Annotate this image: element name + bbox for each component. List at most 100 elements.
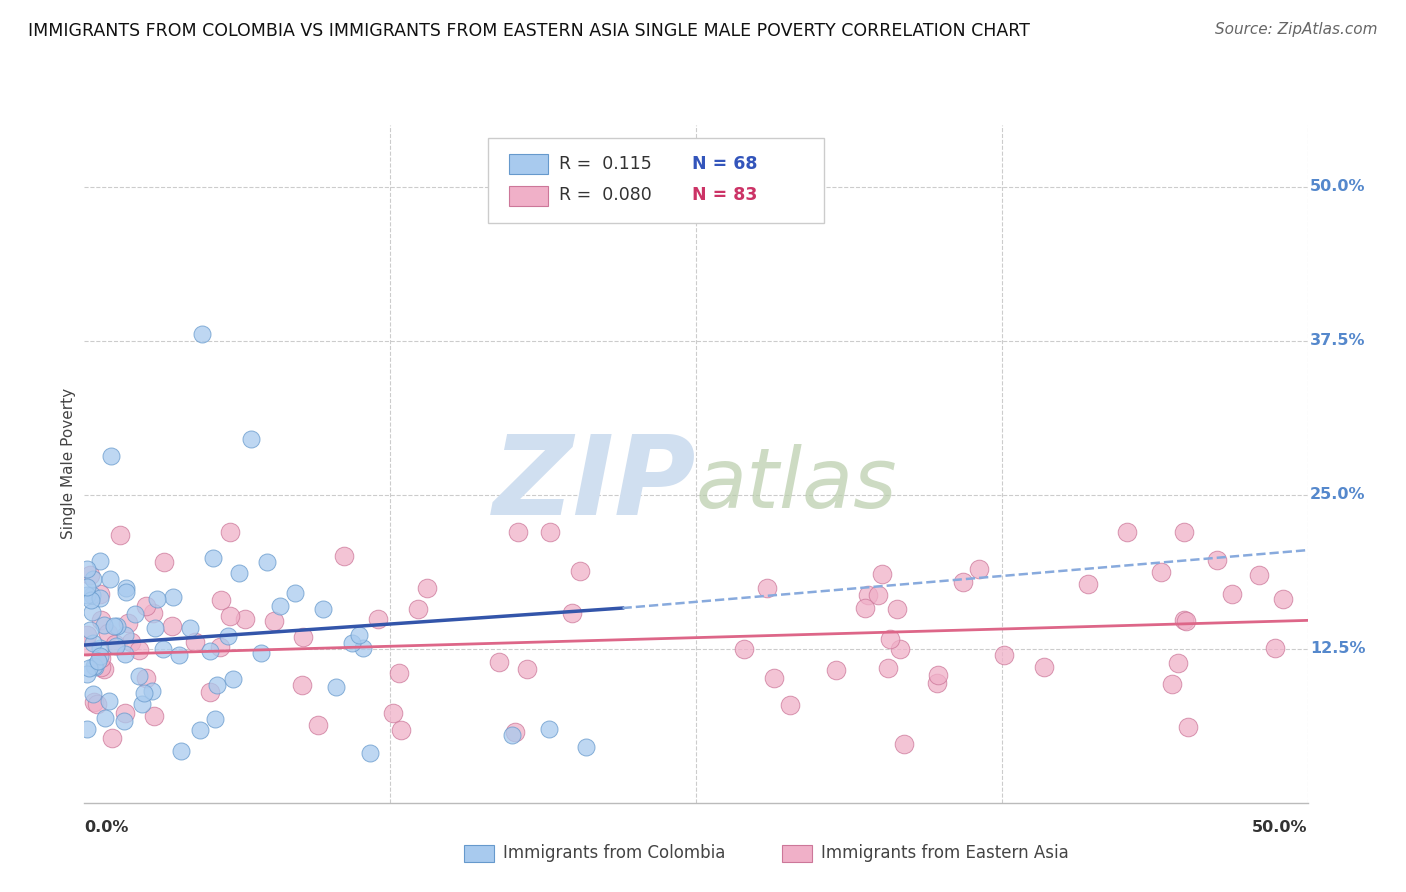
Point [569, 564, 592, 578]
Point [388, 665, 411, 680]
Point [89, 591, 111, 605]
Point [143, 621, 166, 635]
Point [198, 643, 221, 657]
Point [893, 737, 915, 751]
Point [222, 672, 245, 686]
Point [83, 660, 105, 674]
Point [98, 572, 121, 586]
Point [114, 706, 136, 720]
Point [191, 327, 214, 342]
Point [1167, 657, 1189, 671]
Point [367, 612, 389, 626]
Point [76, 722, 98, 736]
Point [352, 640, 374, 655]
Point [135, 599, 157, 613]
Point [115, 581, 138, 595]
Text: ZIP: ZIP [492, 431, 696, 538]
Point [967, 562, 990, 576]
Point [263, 614, 285, 628]
Text: N = 68: N = 68 [692, 154, 758, 172]
Text: 37.5%: 37.5% [1310, 333, 1365, 348]
Point [333, 549, 356, 564]
Point [105, 619, 128, 633]
Text: 50.0%: 50.0% [1310, 179, 1365, 194]
Point [503, 725, 526, 739]
Point [205, 678, 228, 692]
Point [538, 722, 561, 736]
Point [93, 662, 115, 676]
Point [879, 632, 901, 646]
Point [889, 642, 911, 657]
Point [131, 697, 153, 711]
Point [925, 676, 948, 690]
Point [516, 662, 538, 676]
Text: 50.0%: 50.0% [1253, 820, 1308, 835]
Point [79, 624, 101, 638]
Point [284, 586, 307, 600]
Point [114, 585, 136, 599]
Point [179, 621, 201, 635]
Point [291, 630, 314, 644]
Point [575, 740, 598, 755]
Point [269, 599, 291, 614]
Point [488, 655, 510, 669]
Point [76, 640, 98, 654]
Point [1220, 587, 1243, 601]
FancyBboxPatch shape [509, 154, 548, 174]
Text: atlas: atlas [696, 443, 897, 524]
Point [256, 555, 278, 569]
Point [82, 572, 104, 586]
Point [1264, 641, 1286, 656]
Point [307, 717, 329, 731]
Point [124, 607, 146, 621]
Point [93, 618, 115, 632]
Point [90, 651, 112, 665]
Point [927, 667, 949, 681]
Point [886, 602, 908, 616]
Point [76, 588, 98, 602]
Point [1115, 524, 1137, 539]
Point [382, 706, 405, 720]
Point [1177, 720, 1199, 734]
Point [868, 588, 890, 602]
Point [89, 587, 111, 601]
Point [152, 642, 174, 657]
Point [83, 695, 105, 709]
Point [870, 566, 893, 581]
Point [952, 575, 974, 590]
Point [82, 687, 104, 701]
Point [217, 629, 239, 643]
Point [856, 588, 879, 602]
FancyBboxPatch shape [488, 138, 824, 223]
Point [79, 567, 101, 582]
Text: Source: ZipAtlas.com: Source: ZipAtlas.com [1215, 22, 1378, 37]
Point [779, 698, 801, 712]
Text: Immigrants from Eastern Asia: Immigrants from Eastern Asia [821, 844, 1069, 862]
Point [103, 618, 125, 632]
Point [120, 634, 142, 648]
Point [506, 524, 529, 539]
Point [82, 636, 104, 650]
Point [233, 612, 256, 626]
Point [141, 684, 163, 698]
Point [117, 615, 139, 630]
Point [204, 712, 226, 726]
Point [97, 625, 120, 640]
Point [340, 635, 363, 649]
Point [114, 628, 136, 642]
Point [142, 607, 165, 621]
Point [146, 591, 169, 606]
FancyBboxPatch shape [782, 845, 813, 862]
Point [188, 723, 211, 737]
Point [219, 524, 242, 539]
Point [83, 659, 105, 673]
Point [90, 660, 112, 674]
Point [538, 524, 561, 539]
Point [1032, 660, 1054, 674]
Point [86, 654, 108, 668]
Point [763, 671, 786, 685]
Text: Immigrants from Colombia: Immigrants from Colombia [503, 844, 725, 862]
Point [325, 680, 347, 694]
Point [86, 697, 108, 711]
Text: N = 83: N = 83 [692, 186, 758, 203]
